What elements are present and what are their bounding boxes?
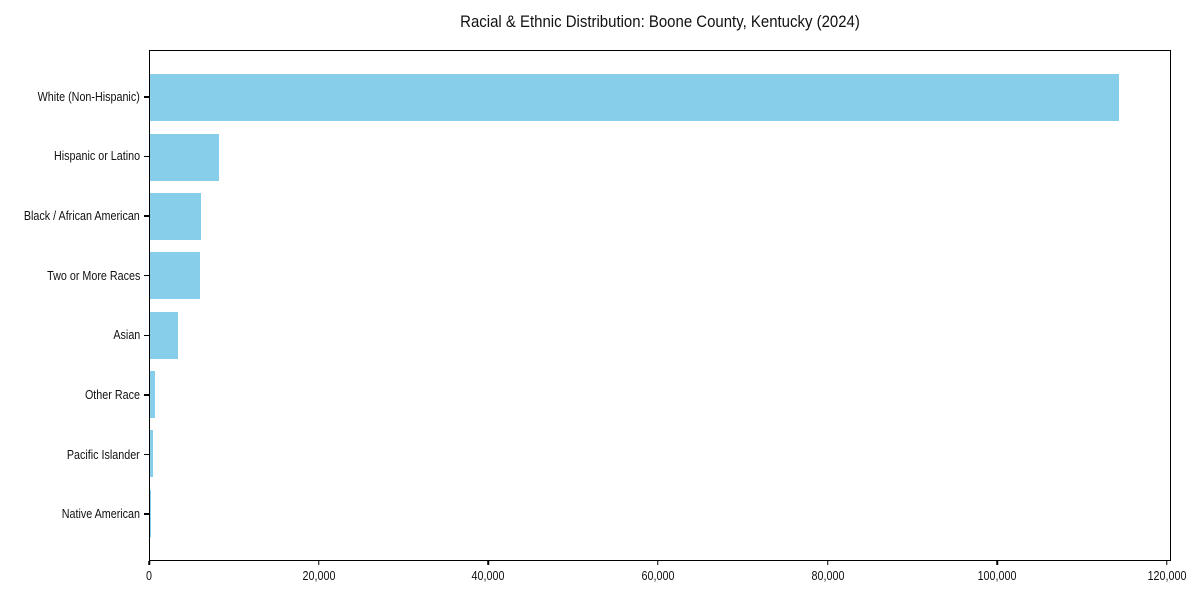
x-tick-label: 0 [146, 569, 152, 583]
bar-pacific-islander [150, 430, 154, 478]
y-tick-label-black-african-american: Black / African American [24, 209, 140, 224]
bar-row-black-african-american [150, 187, 1170, 246]
bar-row-pacific-islander [150, 424, 1170, 483]
bar-row-hispanic-or-latino [150, 127, 1170, 186]
y-tick-label-asian: Asian [113, 328, 140, 343]
x-tick-label: 80,000 [811, 569, 844, 583]
y-label-row-black-african-american: Black / African American [0, 186, 149, 246]
bar-white-non-hispanic [150, 74, 1120, 122]
bar-hispanic-or-latino [150, 133, 219, 181]
y-label-row-white-non-hispanic: White (Non-Hispanic) [0, 67, 149, 127]
y-tick-mark [144, 274, 149, 277]
x-tick-label: 100,000 [977, 569, 1017, 583]
y-label-row-pacific-islander: Pacific Islander [0, 425, 149, 485]
bars-container [150, 51, 1170, 560]
y-tick-mark [144, 394, 149, 396]
x-tick-mark [487, 561, 489, 565]
y-tick-label-native-american: Native American [61, 507, 140, 522]
bar-row-other-race [150, 365, 1170, 424]
x-tick-mark [826, 561, 829, 565]
bar-row-white-non-hispanic [150, 68, 1170, 127]
bar-black-african-american [150, 192, 201, 240]
bar-row-two-or-more-races [150, 246, 1170, 305]
x-tick-mark [657, 561, 659, 565]
bar-native-american [150, 489, 151, 537]
y-label-row-native-american: Native American [0, 484, 149, 544]
y-tick-mark [144, 334, 149, 337]
y-label-row-asian: Asian [0, 306, 149, 366]
x-tick-mark [1166, 561, 1168, 565]
x-tick-label: 20,000 [302, 569, 336, 583]
bar-row-native-american [150, 484, 1170, 543]
y-tick-mark [144, 453, 149, 456]
bar-row-asian [150, 306, 1170, 365]
x-tick-mark [148, 561, 150, 565]
x-tick-label: 120,000 [1147, 569, 1187, 583]
bar-other-race [150, 371, 156, 419]
bar-asian [150, 311, 178, 359]
y-label-row-other-race: Other Race [0, 365, 149, 425]
x-tick-mark [317, 561, 320, 565]
y-tick-label-white-non-hispanic: White (Non-Hispanic) [37, 89, 140, 104]
y-tick-mark [144, 155, 149, 158]
y-label-row-hispanic-or-latino: Hispanic or Latino [0, 127, 149, 187]
y-tick-mark [144, 96, 149, 98]
y-axis-labels: White (Non-Hispanic) Hispanic or Latino Bl… [0, 50, 149, 561]
bar-two-or-more-races [150, 252, 200, 300]
y-tick-label-other-race: Other Race [85, 387, 140, 402]
x-tick-mark [996, 561, 998, 565]
plot-area [149, 50, 1171, 561]
x-tick-label: 60,000 [641, 569, 675, 583]
y-tick-mark [144, 513, 149, 515]
y-tick-label-two-or-more-races: Two or More Races [46, 268, 140, 283]
x-tick-label: 40,000 [471, 569, 505, 583]
x-axis: 0 20,000 40,000 60,000 80,000 100,000 120,000 [146, 560, 1186, 594]
y-tick-mark [144, 215, 149, 217]
y-tick-label-pacific-islander: Pacific Islander [67, 447, 140, 462]
chart-title: Racial & Ethnic Distribution: Boone Coun… [460, 12, 860, 31]
y-tick-label-hispanic-or-latino: Hispanic or Latino [53, 149, 140, 164]
y-label-row-two-or-more-races: Two or More Races [0, 246, 149, 306]
